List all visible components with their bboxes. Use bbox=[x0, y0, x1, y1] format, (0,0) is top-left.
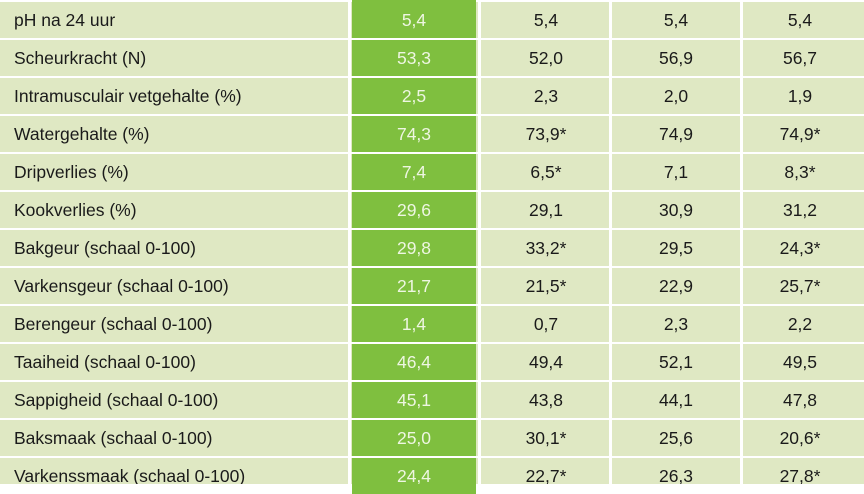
table-row: Scheurkracht (N) 53,3 52,0 56,9 56,7 bbox=[0, 40, 864, 78]
value-col-4: 49,5 bbox=[782, 351, 818, 372]
value-col-2: 30,1* bbox=[525, 427, 567, 448]
value-col-2: 2,3 bbox=[533, 85, 559, 106]
value-highlight: 25,0 bbox=[352, 420, 476, 456]
table-row: Baksmaak (schaal 0-100) 25,0 30,1* 25,6 20,6… bbox=[0, 420, 864, 458]
value-col-2: 43,8 bbox=[528, 389, 564, 410]
column-divider bbox=[478, 2, 481, 484]
row-label: Sappigheid (schaal 0-100) bbox=[14, 389, 219, 410]
value-highlight: 1,4 bbox=[352, 306, 476, 342]
value-highlight: 53,3 bbox=[352, 40, 476, 76]
value-highlight: 29,6 bbox=[352, 192, 476, 228]
row-label: Varkensgeur (schaal 0-100) bbox=[14, 275, 229, 296]
bottom-edge bbox=[0, 484, 864, 486]
value-highlight: 29,8 bbox=[352, 230, 476, 266]
value-col-4: 2,2 bbox=[787, 313, 813, 334]
top-edge bbox=[0, 0, 864, 2]
column-divider bbox=[348, 2, 351, 484]
value-col-3: 25,6 bbox=[658, 427, 694, 448]
table-row: Kookverlies (%) 29,6 29,1 30,9 31,2 bbox=[0, 192, 864, 230]
table-row: Dripverlies (%) 7,4 6,5* 7,1 8,3* bbox=[0, 154, 864, 192]
row-label: Kookverlies (%) bbox=[14, 199, 137, 220]
value-col-3: 52,1 bbox=[658, 351, 694, 372]
table-row: Berengeur (schaal 0-100) 1,4 0,7 2,3 2,2 bbox=[0, 306, 864, 344]
value-highlight: 5,4 bbox=[352, 2, 476, 38]
value-highlight: 21,7 bbox=[352, 268, 476, 304]
value-col-3: 7,1 bbox=[663, 161, 689, 182]
value-col-2: 6,5* bbox=[530, 161, 562, 182]
value-col-2: 22,7* bbox=[525, 465, 567, 486]
value-col-3: 5,4 bbox=[663, 9, 689, 30]
value-highlight: 45,1 bbox=[352, 382, 476, 418]
value-col-2: 33,2* bbox=[525, 237, 567, 258]
value-col-2: 5,4 bbox=[533, 9, 559, 30]
value-highlight: 24,4 bbox=[352, 458, 476, 494]
table-row: Bakgeur (schaal 0-100) 29,8 33,2* 29,5 24,3* bbox=[0, 230, 864, 268]
value-col-4: 47,8 bbox=[782, 389, 818, 410]
table-row: Watergehalte (%) 74,3 73,9* 74,9 74,9* bbox=[0, 116, 864, 154]
value-col-2: 52,0 bbox=[528, 47, 564, 68]
value-col-4: 74,9* bbox=[779, 123, 821, 144]
value-col-2: 29,1 bbox=[528, 199, 564, 220]
value-col-4: 56,7 bbox=[782, 47, 818, 68]
row-label: Bakgeur (schaal 0-100) bbox=[14, 237, 196, 258]
value-col-4: 25,7* bbox=[779, 275, 821, 296]
value-col-3: 56,9 bbox=[658, 47, 694, 68]
column-divider bbox=[740, 2, 743, 484]
row-label: Baksmaak (schaal 0-100) bbox=[14, 427, 213, 448]
row-label: Varkenssmaak (schaal 0-100) bbox=[14, 465, 246, 486]
value-highlight: 74,3 bbox=[352, 116, 476, 152]
row-label: Scheurkracht (N) bbox=[14, 47, 147, 68]
value-col-2: 49,4 bbox=[528, 351, 564, 372]
value-col-2: 0,7 bbox=[533, 313, 559, 334]
table-row: Intramusculair vetgehalte (%) 2,5 2,3 2,0 1,… bbox=[0, 78, 864, 116]
value-col-2: 21,5* bbox=[525, 275, 567, 296]
value-col-4: 27,8* bbox=[779, 465, 821, 486]
value-col-3: 30,9 bbox=[658, 199, 694, 220]
value-col-3: 26,3 bbox=[658, 465, 694, 486]
table-row: Varkensgeur (schaal 0-100) 21,7 21,5* 22,9 2… bbox=[0, 268, 864, 306]
table-row: Varkenssmaak (schaal 0-100) 24,4 22,7* 26,3… bbox=[0, 458, 864, 494]
column-divider bbox=[609, 2, 612, 484]
value-col-4: 8,3* bbox=[784, 161, 816, 182]
value-highlight: 2,5 bbox=[352, 78, 476, 114]
value-col-3: 22,9 bbox=[658, 275, 694, 296]
row-label: Intramusculair vetgehalte (%) bbox=[14, 85, 242, 106]
row-label: Watergehalte (%) bbox=[14, 123, 150, 144]
table-row: Sappigheid (schaal 0-100) 45,1 43,8 44,1 47,… bbox=[0, 382, 864, 420]
value-col-4: 20,6* bbox=[779, 427, 821, 448]
value-col-4: 31,2 bbox=[782, 199, 818, 220]
value-col-4: 24,3* bbox=[779, 237, 821, 258]
value-col-3: 2,3 bbox=[663, 313, 689, 334]
value-col-3: 2,0 bbox=[663, 85, 689, 106]
value-col-3: 74,9 bbox=[658, 123, 694, 144]
row-label: pH na 24 uur bbox=[14, 9, 116, 30]
row-label: Berengeur (schaal 0-100) bbox=[14, 313, 213, 334]
row-label: Dripverlies (%) bbox=[14, 161, 129, 182]
value-highlight: 7,4 bbox=[352, 154, 476, 190]
value-highlight: 46,4 bbox=[352, 344, 476, 380]
value-col-4: 1,9 bbox=[787, 85, 813, 106]
value-col-3: 44,1 bbox=[658, 389, 694, 410]
row-label: Taaiheid (schaal 0-100) bbox=[14, 351, 196, 372]
value-col-2: 73,9* bbox=[525, 123, 567, 144]
value-col-4: 5,4 bbox=[787, 9, 813, 30]
table-row: Taaiheid (schaal 0-100) 46,4 49,4 52,1 49,5 bbox=[0, 344, 864, 382]
table-row: pH na 24 uur 5,4 5,4 5,4 5,4 bbox=[0, 2, 864, 40]
value-col-3: 29,5 bbox=[658, 237, 694, 258]
